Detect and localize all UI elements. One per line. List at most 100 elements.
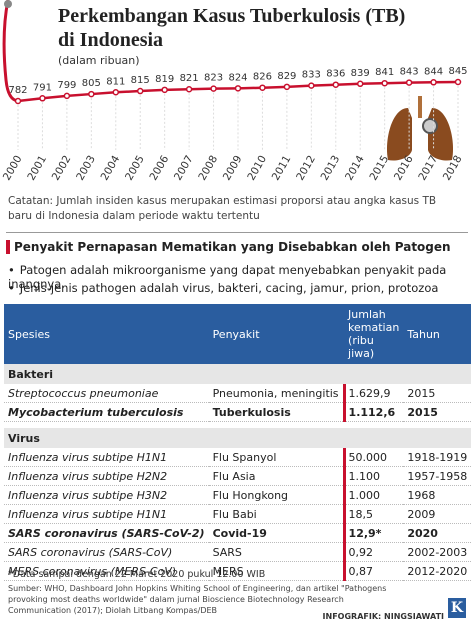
x-tick-label: 2003 (74, 154, 98, 183)
point (39, 95, 46, 102)
point (356, 80, 364, 88)
value-label: 843 (400, 67, 419, 78)
point (161, 86, 168, 94)
value-label: 826 (253, 72, 272, 83)
value-label: 815 (131, 75, 150, 86)
x-tick-label: 2005 (123, 154, 147, 183)
table-cell: 0,92 (342, 542, 404, 562)
point (454, 78, 462, 86)
x-tick-label: 2007 (172, 154, 196, 183)
table-cell: 1918-1919 (403, 448, 472, 467)
table-cell: 18,5 (342, 504, 404, 524)
chart-subtitle: (dalam ribuan) (58, 54, 140, 67)
point (283, 83, 291, 91)
table-cell: 2009 (403, 504, 472, 524)
table-row: Influenza virus subtipe H2N2 Flu Asia 1.10… (4, 466, 472, 486)
table-cell: 2015 (403, 384, 472, 403)
table-cell: 1968 (403, 485, 472, 505)
x-tick-label: 2000 (1, 154, 25, 183)
chart-title: Perkembangan Kasus Tuberkulosis (TB) di … (58, 5, 406, 51)
value-label: 782 (8, 85, 27, 96)
table-cell: Tuberkulosis (208, 402, 345, 422)
table: Spesies Penyakit Jumlah kematian (ribu j… (4, 304, 472, 581)
table-row: Influenza virus subtipe H1N1 Flu Babi 18,5… (4, 504, 472, 524)
table-cell: 1.000 (342, 485, 404, 505)
group-label: Bakteri (4, 364, 472, 384)
table-cell: Covid-19 (208, 523, 345, 543)
table-cell: 2012-2020 (403, 561, 472, 581)
stethoscope (2, 0, 19, 103)
table-row: Influenza virus subtipe H1N1 Flu Spanyol 5… (4, 448, 472, 467)
group-row: Virus (4, 428, 472, 448)
table-cell: 2020 (403, 523, 472, 543)
section-heading: Penyakit Pernapasan Mematikan yang Diseb… (6, 240, 451, 254)
value-label: 839 (351, 68, 370, 79)
table-cell: Flu Babi (208, 504, 345, 524)
logo: K (448, 598, 466, 618)
point (259, 84, 266, 91)
table-row: Streptococcus pneumoniae Pneumonia, menin… (4, 384, 472, 403)
value-label: 819 (155, 74, 174, 85)
table-cell: Influenza virus subtipe H2N2 (4, 466, 209, 486)
table-cell: 2015 (403, 402, 472, 422)
value-label: 841 (375, 67, 394, 78)
value-label: 833 (302, 70, 321, 81)
value-label: 823 (204, 73, 223, 84)
table-cell: Influenza virus subtipe H3N2 (4, 485, 209, 505)
table-cell: SARS (208, 542, 345, 562)
x-tick-label: 2009 (221, 154, 245, 183)
table-cell: Flu Asia (208, 466, 345, 486)
group-label: Virus (4, 428, 472, 448)
value-label: 791 (33, 82, 52, 93)
table-cell: 2002-2003 (403, 542, 472, 562)
table-row: Mycobacterium tuberculosis Tuberkulosis 1.… (4, 402, 472, 422)
x-tick-label: 2011 (270, 154, 294, 183)
table-cell: Influenza virus subtipe H1N1 (4, 448, 209, 467)
note: Catatan: Jumlah insiden kasus merupakan … (8, 195, 437, 222)
footnote: *Data sampai dengan 22 Maret 2020 pukul … (8, 569, 266, 580)
table-cell: SARS coronavirus (SARS-CoV) (4, 542, 209, 562)
table-cell: Flu Hongkong (208, 485, 345, 505)
table-cell: 1.100 (342, 466, 404, 486)
x-tick-label: 2001 (25, 154, 49, 183)
point (210, 85, 217, 92)
value-label: 836 (326, 69, 345, 80)
header-cell: Tahun (403, 304, 472, 364)
source: Sumber: WHO, Dashboard John Hopkins Whit… (8, 584, 387, 615)
point (430, 79, 437, 86)
value-label: 824 (228, 72, 247, 83)
x-tick-label: 2004 (99, 153, 123, 182)
point (14, 97, 22, 105)
point (381, 79, 388, 87)
value-label: 811 (106, 76, 125, 87)
table-header: Spesies Penyakit Jumlah kematian (ribu j… (4, 304, 472, 364)
group-row: Bakteri (4, 364, 472, 384)
x-tick-label: 2014 (343, 153, 367, 182)
header-cell: Spesies (4, 304, 209, 364)
point (88, 90, 95, 98)
table-cell: SARS coronavirus (SARS-CoV-2) (4, 523, 209, 543)
value-label: 805 (82, 78, 101, 89)
point (112, 89, 120, 96)
separator (6, 232, 468, 233)
point (332, 81, 340, 88)
table-cell: Streptococcus pneumoniae (4, 384, 209, 403)
stethoscope-tip (4, 0, 12, 8)
table-cell: Mycobacterium tuberculosis (4, 402, 209, 422)
table-cell: 12,9* (342, 523, 404, 543)
point (136, 87, 144, 95)
point (234, 85, 242, 92)
point (185, 85, 193, 93)
point (63, 92, 71, 100)
table-row: Influenza virus subtipe H3N2 Flu Hongkong… (4, 485, 472, 505)
lungs-icon (386, 96, 454, 161)
table-cell: 1957-1958 (403, 466, 472, 486)
table-cell: 1.112,6 (342, 402, 404, 422)
table-cell: 1.629,9 (342, 384, 404, 403)
point (308, 82, 315, 89)
value-label: 829 (277, 71, 296, 82)
x-tick-label: 2008 (196, 154, 220, 183)
x-tick-label: 2015 (368, 154, 392, 183)
x-tick-label: 2010 (245, 154, 269, 183)
